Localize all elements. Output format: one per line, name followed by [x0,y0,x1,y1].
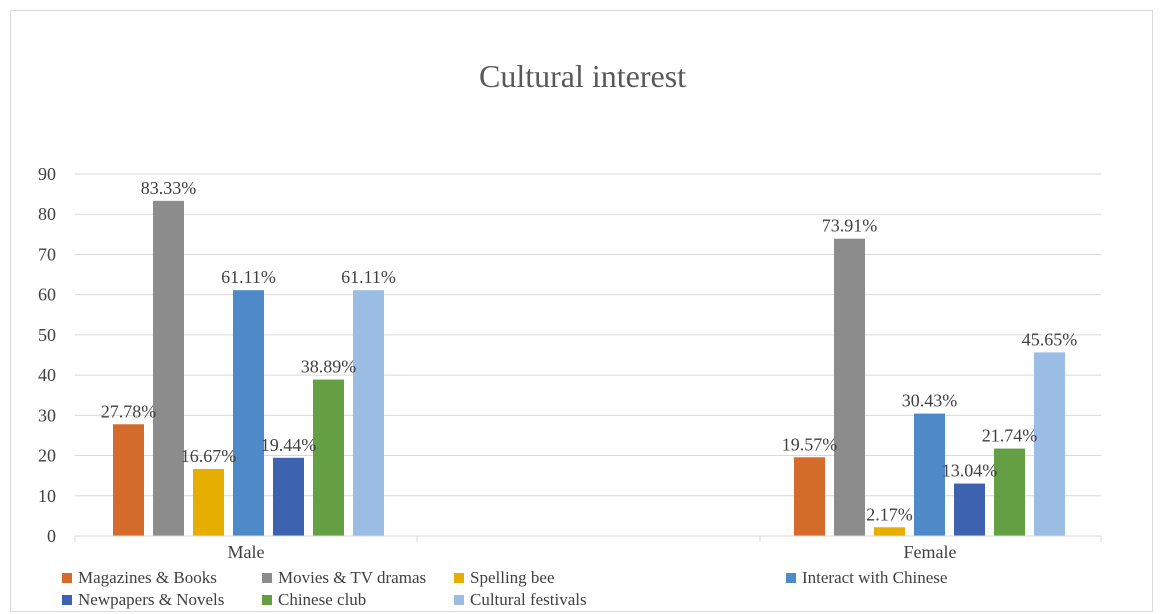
bar [233,290,264,536]
legend-swatch [262,595,272,605]
legend-item: Magazines & Books [62,568,217,588]
y-tick-label: 10 [38,486,56,506]
bar [914,414,945,536]
legend-item: Movies & TV dramas [262,568,426,588]
data-label: 27.78% [101,401,157,421]
category-label: Male [228,542,265,562]
legend-item: Interact with Chinese [786,568,947,588]
category-label: Female [904,542,957,562]
y-tick-label: 30 [38,405,56,425]
legend-swatch [454,595,464,605]
y-tick-label: 0 [47,526,56,546]
data-label: 45.65% [1022,329,1078,349]
legend-item: Newpapers & Novels [62,590,224,610]
y-tick-label: 80 [38,204,56,224]
y-tick-label: 90 [38,164,56,184]
data-label: 30.43% [902,391,958,411]
data-label: 2.17% [866,504,913,524]
bar [193,469,224,536]
data-label: 16.67% [181,446,237,466]
legend-swatch [454,573,464,583]
legend-label: Interact with Chinese [802,568,947,587]
legend-swatch [62,573,72,583]
bar [153,201,184,536]
bar [954,484,985,536]
legend-label: Cultural festivals [470,590,587,609]
legend-item: Cultural festivals [454,590,587,610]
data-label: 21.74% [982,426,1038,446]
y-tick-label: 70 [38,244,56,264]
data-label: 19.44% [261,435,317,455]
data-label: 61.11% [221,267,276,287]
bar [353,290,384,536]
y-tick-label: 60 [38,285,56,305]
bar [113,424,144,536]
legend-label: Magazines & Books [78,568,217,587]
y-tick-label: 20 [38,446,56,466]
legend-swatch [62,595,72,605]
legend-swatch [262,573,272,583]
bar [874,527,905,536]
legend-label: Spelling bee [470,568,555,587]
data-label: 61.11% [341,267,396,287]
y-tick-label: 50 [38,325,56,345]
bar [794,457,825,536]
bar [273,458,304,536]
data-label: 19.57% [782,434,838,454]
legend-label: Newpapers & Novels [78,590,224,609]
y-tick-label: 40 [38,365,56,385]
chart-legend: Magazines & Books Movies & TV dramas Spell… [62,568,1162,612]
legend-label: Movies & TV dramas [278,568,426,587]
data-label: 13.04% [942,461,998,481]
bar [994,449,1025,536]
data-label: 38.89% [301,357,357,377]
bar [834,239,865,536]
data-label: 83.33% [141,178,197,198]
legend-item: Chinese club [262,590,366,610]
data-label: 73.91% [822,216,878,236]
legend-item: Spelling bee [454,568,555,588]
bar [1034,352,1065,536]
legend-label: Chinese club [278,590,366,609]
bar [313,380,344,536]
legend-swatch [786,573,796,583]
